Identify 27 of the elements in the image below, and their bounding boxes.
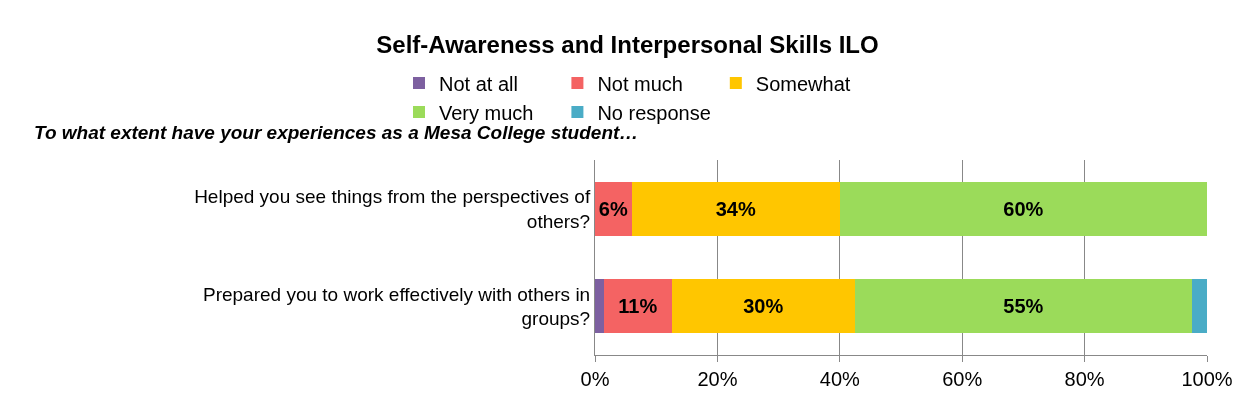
x-tick-label: 80% <box>1064 368 1105 390</box>
data-label: 60% <box>1003 197 1044 220</box>
chart-title: Self-Awareness and Interpersonal Skills ILO <box>376 31 879 59</box>
y-tick-label: Helped you see things from the perspectives of others? <box>194 186 591 232</box>
bar <box>595 279 605 334</box>
bar <box>839 181 1207 236</box>
data-label: 30% <box>743 295 784 318</box>
legend-label: Not at all <box>439 72 518 95</box>
bar <box>855 279 1192 334</box>
x-tick-label: 0% <box>580 368 610 390</box>
bar <box>1191 279 1207 334</box>
bar <box>604 279 672 334</box>
data-label: 34% <box>715 197 756 220</box>
data-label: 6% <box>598 197 628 220</box>
x-tick-label: 60% <box>942 368 983 390</box>
legend-label: No response <box>597 101 711 124</box>
legend-label: Somewhat <box>755 72 851 95</box>
x-tick-label: 100% <box>1181 368 1233 390</box>
data-label: 55% <box>1003 295 1044 318</box>
x-tick-label: 40% <box>819 368 861 390</box>
data-label: 11% <box>618 295 658 318</box>
bar <box>631 181 840 236</box>
x-tick-label: 20% <box>697 368 738 390</box>
bar <box>671 279 856 334</box>
y-tick-label: Prepared you to work effectively with others in groups? <box>202 283 591 330</box>
legend-label: Not much <box>597 72 683 95</box>
legend-label: Very much <box>439 101 534 124</box>
